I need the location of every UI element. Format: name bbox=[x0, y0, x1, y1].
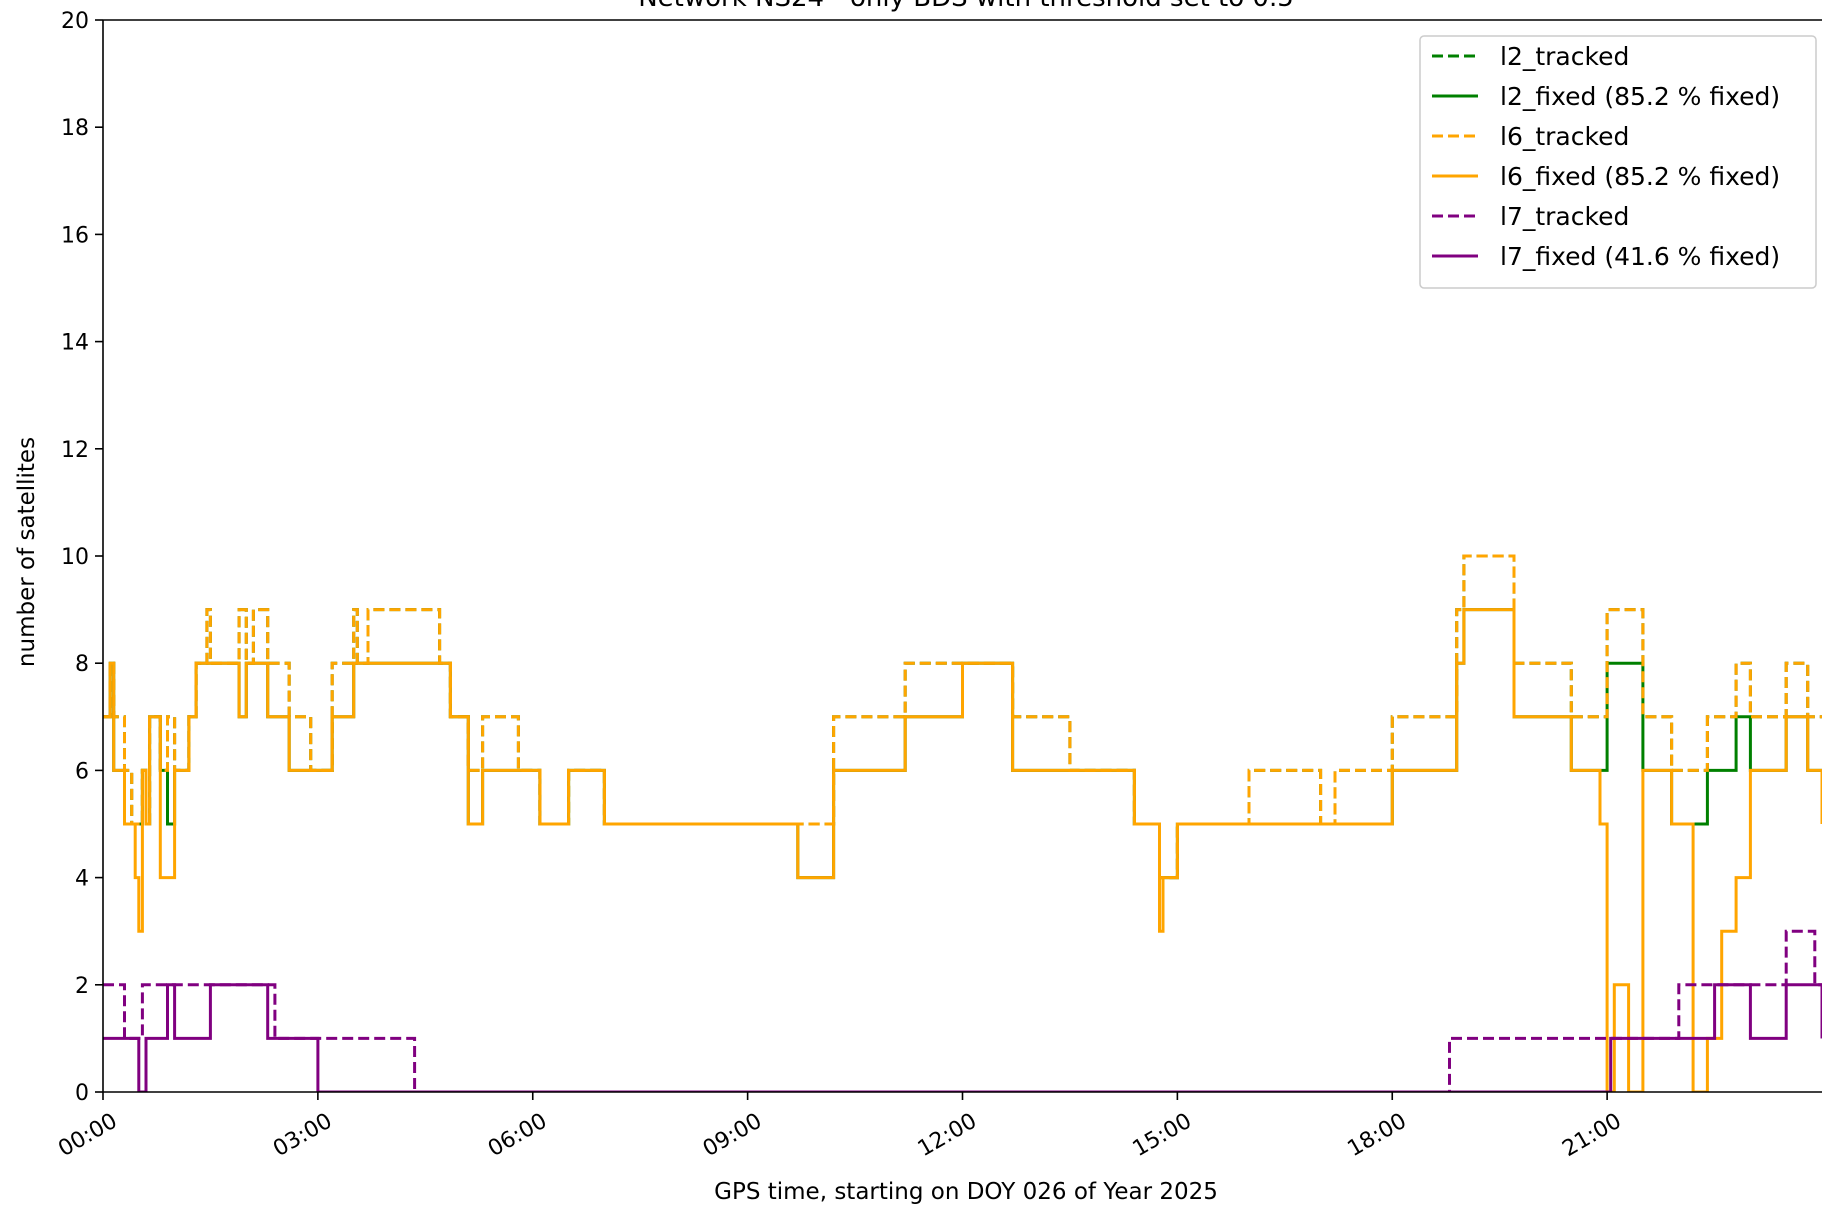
y-axis-title: number of satellites bbox=[14, 437, 40, 667]
y-tick-label: 16 bbox=[61, 223, 89, 248]
y-tick-label: 12 bbox=[61, 438, 89, 463]
series-line-l6-fixed bbox=[103, 608, 1822, 1092]
chart-title: Network NS24 - only BDS with threshold s… bbox=[638, 0, 1294, 13]
y-tick-label: 2 bbox=[75, 974, 89, 999]
x-axis-title: GPS time, starting on DOY 026 of Year 20… bbox=[714, 1179, 1218, 1205]
y-tick-label: 0 bbox=[75, 1081, 89, 1106]
legend-label: l7_tracked bbox=[1500, 202, 1629, 231]
legend-label: l2_tracked bbox=[1500, 42, 1629, 71]
plot-area bbox=[103, 554, 1822, 1092]
series-line-l7-tracked bbox=[103, 929, 1822, 1092]
y-tick-label: 10 bbox=[61, 545, 89, 570]
y-tick-label: 8 bbox=[75, 652, 89, 677]
y-tick-label: 20 bbox=[61, 9, 89, 34]
y-tick-label: 6 bbox=[75, 759, 89, 784]
legend-label: l6_tracked bbox=[1500, 122, 1629, 151]
legend-label: l6_fixed (85.2 % fixed) bbox=[1500, 162, 1780, 191]
legend-box bbox=[1419, 35, 1817, 289]
legend-label: l2_fixed (85.2 % fixed) bbox=[1500, 82, 1780, 111]
legend: l2_tracked l2_fixed (85.2 % fixed) l6_trac… bbox=[1419, 35, 1817, 289]
y-tick-label: 14 bbox=[61, 331, 89, 356]
series-line-l6-tracked bbox=[103, 554, 1822, 880]
y-tick-label: 18 bbox=[61, 116, 89, 141]
y-tick-label: 4 bbox=[75, 867, 89, 892]
legend-label: l7_fixed (41.6 % fixed) bbox=[1500, 242, 1780, 271]
series-line-l7-fixed bbox=[103, 983, 1822, 1092]
